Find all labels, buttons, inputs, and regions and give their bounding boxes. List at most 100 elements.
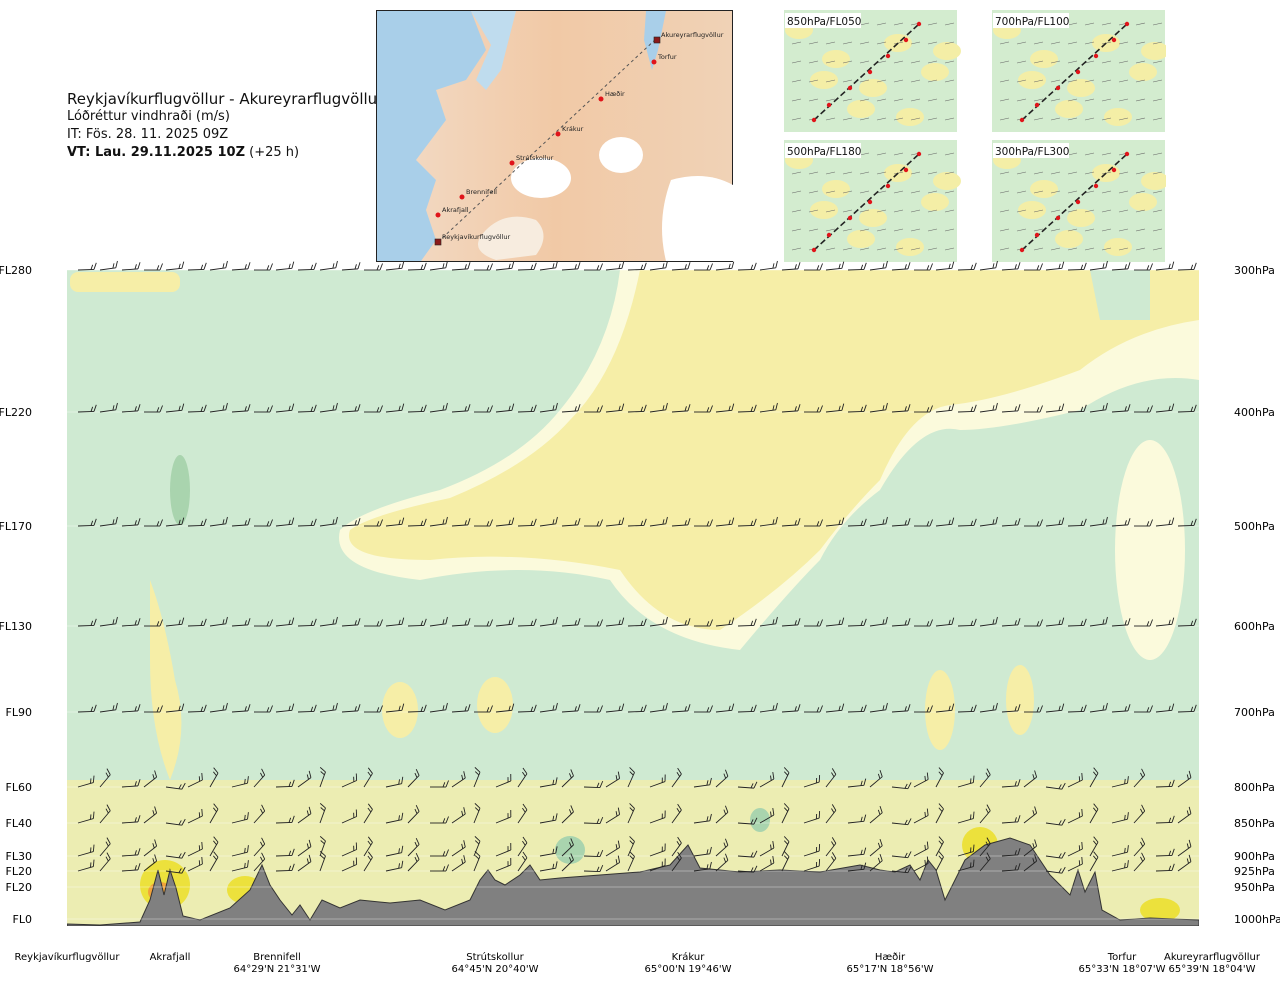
level-thumbnail[interactable]: 850hPa/FL050 (784, 10, 961, 132)
wind-barb (781, 618, 801, 627)
thumbnail-waypoint (1034, 232, 1040, 238)
level-thumbnail[interactable]: 700hPa/FL100 (992, 10, 1166, 132)
thumbnail-wind-barb (1033, 171, 1044, 175)
thumbnail-label: 850hPa/FL050 (787, 16, 861, 28)
wind-barb (715, 703, 735, 713)
wind-barb (649, 702, 668, 713)
wind-barb (605, 517, 625, 527)
thumbnail-waypoint (885, 53, 891, 59)
wind-barb (1133, 837, 1146, 857)
wind-barb (517, 803, 528, 824)
wind-barb (1111, 860, 1129, 872)
thumbnail-wind-barb (1084, 79, 1095, 83)
wind-barb (671, 851, 682, 872)
wind-barb (1067, 518, 1087, 527)
wind-barb (561, 704, 581, 713)
thumbnail-wind-barb (910, 41, 921, 45)
wind-barb (385, 845, 404, 857)
wind-barb (231, 704, 251, 713)
thumbnail-updraft-patch (1030, 50, 1058, 68)
wind-barb (1155, 779, 1175, 788)
wind-barb (364, 619, 383, 627)
waypoint-coord: 64°45'N 20°40'W (452, 964, 539, 975)
flight-level-label: FL220 (0, 406, 32, 419)
thumbnail-wind-barb (1067, 98, 1078, 102)
wind-barb (187, 704, 207, 713)
thumbnail-wind-barb (791, 41, 802, 45)
wind-barb (1001, 618, 1021, 627)
wind-barb (737, 704, 757, 713)
wind-barb (319, 616, 338, 627)
wind-barbs (67, 260, 1199, 920)
flight-level-label: FL0 (13, 913, 32, 926)
wind-barb (914, 705, 933, 713)
wind-barb (144, 405, 163, 413)
thumbnail-wind-barb (1084, 98, 1095, 102)
wind-barb (364, 519, 383, 527)
wind-barb (121, 779, 141, 788)
wind-barb (275, 261, 295, 271)
wind-barb (715, 617, 735, 627)
wind-barb (1111, 404, 1131, 413)
updraft-upper (349, 270, 1199, 630)
wind-barb (1111, 704, 1131, 713)
wind-barb (1001, 262, 1021, 271)
thumbnail-updraft-patch (921, 63, 949, 81)
thumbnail-wind-barb (842, 228, 853, 232)
thumbnail-wind-barb (999, 60, 1010, 64)
wind-barb (319, 702, 338, 713)
updraft-cell-400 (382, 682, 418, 738)
wind-barb (605, 840, 621, 857)
map-waypoint-label: Strútskollur (516, 154, 554, 162)
wind-barb (1155, 703, 1175, 713)
valid-time: VT: Lau. 29.11.2025 10Z (+25 h) (67, 144, 383, 162)
thumbnail-wind-barb (1135, 79, 1146, 83)
thumbnail-wind-barb (876, 79, 887, 83)
thumbnail-wind-barb (1084, 228, 1095, 232)
thumbnail-wind-barb (1101, 228, 1112, 232)
wind-barb (825, 403, 845, 413)
wind-barb (1133, 768, 1146, 788)
thumbnail-wind-barb (1067, 190, 1078, 194)
wind-barb (275, 703, 295, 713)
valid-time-label: VT: Lau. 29.11.2025 10Z (67, 145, 246, 160)
wind-barb (495, 517, 515, 527)
wind-barb (319, 803, 326, 824)
wind-barb (1045, 866, 1066, 874)
wind-barb (935, 803, 944, 824)
thumbnail-wind-barb (1016, 209, 1027, 213)
wind-barb (825, 804, 837, 824)
wind-barb (187, 262, 207, 271)
level-thumbnail[interactable]: 500hPa/FL180 (784, 140, 961, 262)
thumbnail-wind-barb (927, 228, 938, 232)
thumbnail-updraft-patch (1018, 201, 1046, 219)
map-waypoint-label: Akrafjall (442, 206, 469, 214)
thumbnail-wind-barb (1118, 190, 1129, 194)
thumbnail-wind-barb (1152, 171, 1163, 175)
thumbnail-wind-barb (1084, 41, 1095, 45)
waypoint-label: Akrafjall (150, 952, 191, 963)
wind-barb (187, 404, 207, 413)
thumbnail-wind-barb (1101, 117, 1112, 121)
thumbnail-wind-barb (842, 247, 853, 251)
level-thumbnail[interactable]: 300hPa/FL300 (992, 140, 1166, 262)
map-waypoint-label: Brennifell (466, 188, 497, 196)
nearzero-right (1115, 440, 1185, 660)
wind-barb (385, 812, 404, 824)
thumbnail-wind-barb (791, 190, 802, 194)
wind-barb (254, 519, 273, 527)
wind-barb (891, 704, 911, 713)
thumbnail-wind-barb (1101, 98, 1112, 102)
flight-level-label: FL20 (6, 865, 32, 878)
wind-barb (297, 854, 312, 872)
thumbnail-wind-barb (859, 117, 870, 121)
wind-barb (495, 617, 515, 627)
thumbnail-waypoint (826, 232, 832, 238)
wind-barb (1155, 617, 1175, 627)
thumbnail-wind-barb (999, 247, 1010, 251)
wind-barb (1089, 616, 1108, 627)
wind-barb (319, 767, 326, 788)
thumbnail-wind-barb (893, 209, 904, 213)
pressure-level-label: 400hPa (1234, 406, 1275, 419)
wind-barb (737, 618, 757, 627)
